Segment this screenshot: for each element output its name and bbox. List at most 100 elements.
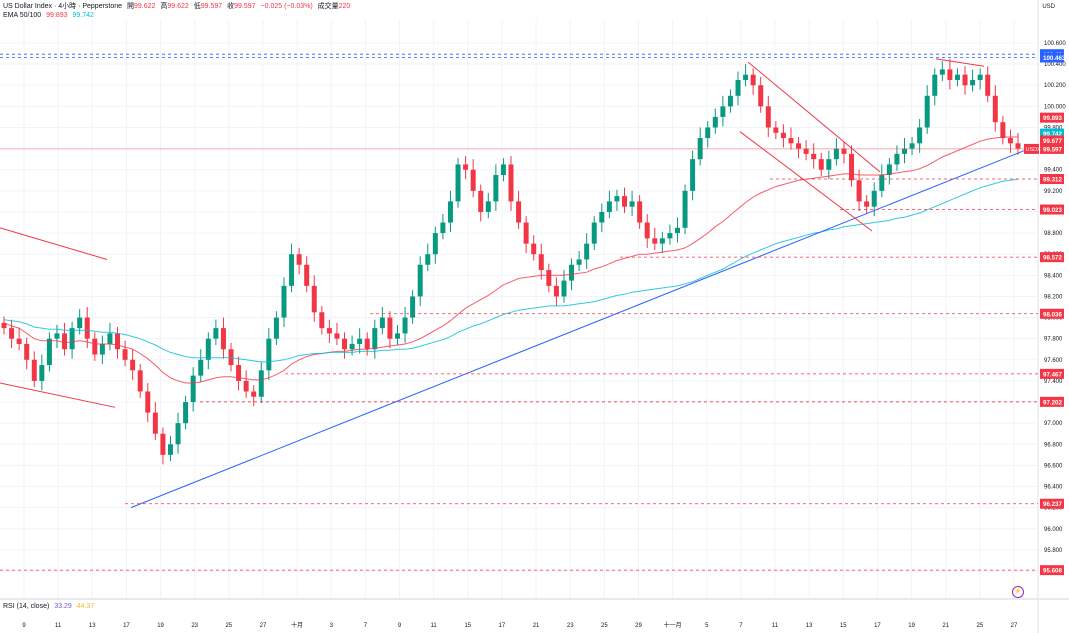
close-value: 99.597 [234,3,256,10]
candle-body [788,138,794,144]
price-label-text: 97.202 [1043,399,1062,406]
y-tick-label: 98.800 [1044,231,1063,237]
candle-body [137,370,143,392]
candle-body [901,148,907,154]
candle-body [622,196,628,207]
candle-body [659,238,665,244]
low-label: 低 [193,3,201,10]
candle-body [160,433,166,455]
candle-body [947,69,953,80]
candle-body [917,127,923,144]
candle-body [697,138,703,160]
candle-body [1007,138,1013,144]
candle-body [614,196,620,202]
x-tick-label: 25 [977,623,984,629]
y-tick-label: 99.400 [1044,168,1063,174]
price-label-bg [1040,565,1064,576]
candle-body [243,380,249,392]
candle-body [599,211,605,223]
symbol-badge: USDX [1024,143,1041,154]
candle-body [970,79,976,86]
candle-body [46,338,52,366]
y-tick-label: 100.000 [1044,104,1066,110]
y-tick-label: 96.000 [1044,527,1063,533]
candle-body [190,375,196,403]
candle-body [130,359,136,371]
candle-body [251,391,257,397]
price-label-text: 99.023 [1043,207,1062,214]
candle-body [576,259,582,265]
candle-body [690,159,696,191]
price-label-text: 97.467 [1043,371,1062,378]
price-label-text: 99.742 [1043,131,1062,138]
price-label-bg [1040,112,1064,123]
candle-body [281,285,287,318]
price-label-text: 98.036 [1043,311,1062,318]
rsi-legend[interactable]: RSI (14, close) 33.29 44.37 [3,603,97,610]
candle-body [538,254,544,271]
candle-body [304,264,310,286]
channel-line-lower-left [0,382,116,408]
alert-icon[interactable]: ⚡ [1012,586,1024,598]
candle-body [115,333,121,350]
candle-body [743,74,749,80]
candle-body [856,180,862,202]
ema50-value: 99.893 [46,12,68,19]
candle-body [531,243,537,255]
candle-body [289,254,295,286]
close-label: 收 [227,3,235,10]
volume-value: 220 [338,3,351,10]
candle-body [440,222,446,234]
candle-body [455,164,461,202]
x-tick-label: 21 [942,623,949,629]
candle-body [652,238,658,244]
x-tick-label: 9 [22,623,26,629]
y-tick-label: 97.400 [1044,379,1063,385]
price-label-bg [1040,174,1064,185]
price-label: 98.036 [1040,308,1064,319]
y-tick-label: 99.800 [1044,125,1063,131]
candle-body [1000,122,1006,139]
candle-body [954,74,960,80]
price-label-bg [1040,128,1064,139]
trendline-support [130,150,1025,509]
candle-body [62,333,68,350]
price-label-bg [1040,204,1064,215]
rsi-value: 33.29 [54,603,72,610]
price-label: 96.237 [1040,498,1064,509]
grid [0,20,1038,598]
candle-body [296,254,302,265]
candle-body [16,338,22,344]
candle-body [447,201,453,223]
candle-body [77,317,83,329]
candle-body [402,317,408,334]
currency-label: USD [1042,4,1055,10]
x-tick-label: 27 [1011,623,1018,629]
price-label-bg [1040,52,1064,63]
candle-body [508,164,514,202]
ema50-line [3,136,1018,384]
x-tick-label: 29 [635,623,642,629]
candle-body [682,190,688,228]
chart-title: US Dollar Index · 4小時 · Pepperstone [3,3,123,10]
candle-body [758,85,764,107]
candle-body [561,280,567,297]
candle-body [24,343,30,360]
candle-body [122,349,128,360]
y-tick-label: 96.600 [1044,463,1063,469]
y-tick-label: 96.400 [1044,485,1063,491]
candle-body [410,296,416,318]
ema-legend[interactable]: EMA 50/100 99.893 99.742 [3,11,97,20]
candle-body [357,338,363,344]
price-label-text: 99.893 [1043,115,1062,122]
candle-body [107,333,113,344]
candle-body [591,222,597,244]
candle-body [841,148,847,154]
volume-label: 成交量 [317,3,339,10]
x-tick-label: 11 [55,623,62,629]
x-tick-label: 21 [533,623,540,629]
y-tick-label: 100.200 [1044,83,1066,89]
x-tick-label: 19 [157,623,164,629]
y-tick-label: 96.800 [1044,442,1063,448]
